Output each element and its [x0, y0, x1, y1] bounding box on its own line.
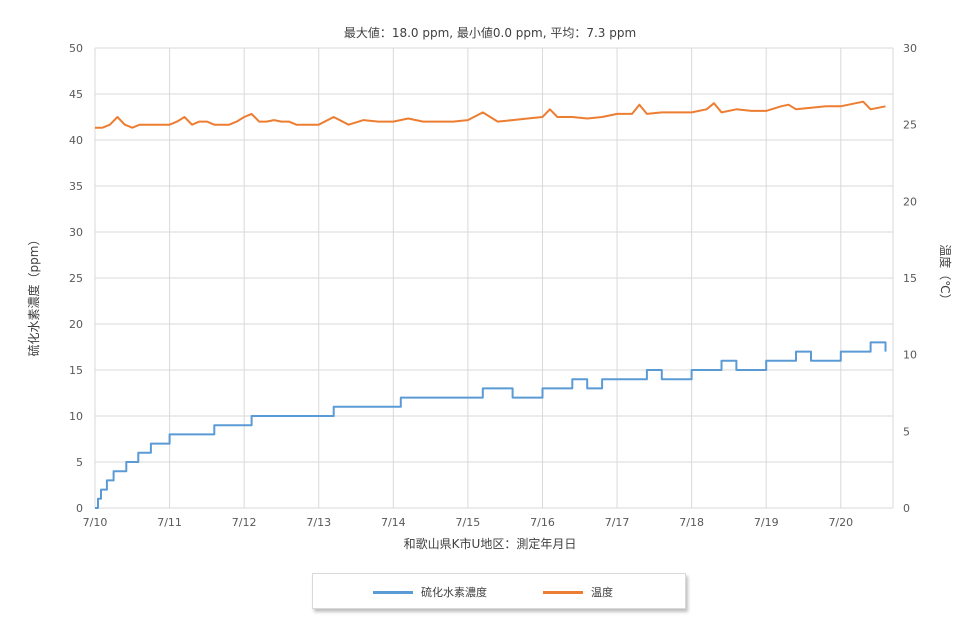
- y2-tick-label: 30: [903, 42, 917, 55]
- y-tick-label: 45: [69, 88, 83, 101]
- x-tick-label: 7/17: [605, 516, 630, 529]
- y-tick-label: 15: [69, 364, 83, 377]
- series-line-temp: [95, 100, 886, 129]
- y-axis-title: 硫化水素濃度（ppm）: [26, 234, 41, 357]
- y-tick-label: 50: [69, 42, 83, 55]
- right-axis-ticks: 0 5 10 15 20 25 30: [903, 42, 917, 515]
- legend-item-temp: 温度: [543, 584, 613, 600]
- x-tick-label: 7/20: [828, 516, 853, 529]
- x-tick-label: 7/18: [679, 516, 704, 529]
- y2-tick-label: 20: [903, 195, 917, 208]
- x-tick-label: 7/10: [83, 516, 108, 529]
- x-tick-label: 7/19: [754, 516, 779, 529]
- x-axis-ticks: 7/10 7/11 7/12 7/13 7/14 7/15 7/16 7/17 7/18 7/19…: [83, 516, 853, 529]
- chart-title: 最大値：18.0 ppm, 最小値0.0 ppm, 平均：7.3 ppm: [344, 25, 636, 40]
- x-tick-label: 7/13: [306, 516, 331, 529]
- y2-tick-label: 10: [903, 349, 917, 362]
- y-tick-label: 40: [69, 134, 83, 147]
- y2-tick-label: 15: [903, 272, 917, 285]
- y-tick-label: 25: [69, 272, 83, 285]
- x-tick-label: 7/12: [232, 516, 257, 529]
- y2-tick-label: 5: [903, 425, 910, 438]
- y2-tick-label: 0: [903, 502, 910, 515]
- legend: 硫化水素濃度 温度: [312, 573, 686, 609]
- y-tick-label: 20: [69, 318, 83, 331]
- series-line-h2s: [95, 341, 887, 509]
- series-layer: [95, 100, 887, 509]
- y-tick-label: 0: [76, 502, 83, 515]
- x-tick-label: 7/15: [456, 516, 481, 529]
- legend-swatch-h2s: [373, 590, 413, 594]
- y-tick-label: 30: [69, 226, 83, 239]
- y2-tick-label: 25: [903, 119, 917, 132]
- y2-axis-title: 温度（℃）: [938, 244, 953, 305]
- y-tick-label: 5: [76, 456, 83, 469]
- legend-item-h2s: 硫化水素濃度: [373, 584, 487, 600]
- left-axis-ticks: 0 5 10 15 20 25 30 35 40 45 50: [69, 42, 83, 515]
- x-tick-label: 7/14: [381, 516, 406, 529]
- grid: [94, 47, 894, 509]
- x-tick-label: 7/11: [157, 516, 182, 529]
- x-axis-title: 和歌山県K市U地区：測定年月日: [404, 536, 577, 551]
- y-tick-label: 35: [69, 180, 83, 193]
- legend-swatch-temp: [543, 590, 583, 594]
- legend-label-h2s: 硫化水素濃度: [421, 586, 487, 599]
- legend-label-temp: 温度: [591, 586, 613, 599]
- x-tick-label: 7/16: [530, 516, 555, 529]
- y-tick-label: 10: [69, 410, 83, 423]
